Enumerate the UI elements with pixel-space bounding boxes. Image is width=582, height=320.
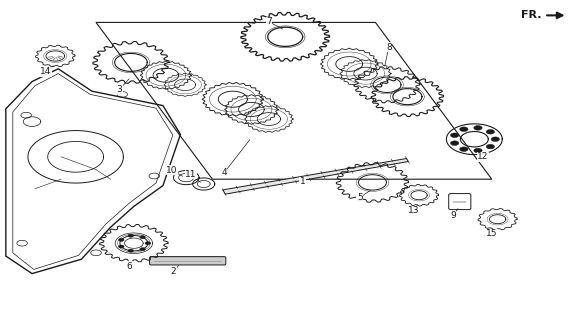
Text: 12: 12 <box>477 152 489 161</box>
Text: 14: 14 <box>40 68 51 76</box>
Text: 4: 4 <box>221 168 227 177</box>
Circle shape <box>486 144 495 149</box>
Circle shape <box>140 236 146 239</box>
Circle shape <box>450 141 459 146</box>
Circle shape <box>460 127 468 132</box>
Text: 5: 5 <box>357 193 363 202</box>
Circle shape <box>145 242 151 245</box>
Circle shape <box>486 130 495 134</box>
Circle shape <box>119 238 124 241</box>
Circle shape <box>140 248 146 251</box>
Text: FR.: FR. <box>521 10 541 20</box>
Circle shape <box>474 125 482 130</box>
Circle shape <box>128 249 133 252</box>
Circle shape <box>450 133 459 138</box>
Circle shape <box>128 234 133 237</box>
Text: 13: 13 <box>407 206 419 215</box>
Text: 9: 9 <box>450 211 456 220</box>
Text: 3: 3 <box>116 85 122 94</box>
Text: 1: 1 <box>300 177 306 186</box>
Circle shape <box>491 137 499 141</box>
Text: 2: 2 <box>171 267 176 276</box>
FancyBboxPatch shape <box>150 257 226 265</box>
Text: 8: 8 <box>386 43 392 52</box>
Text: 15: 15 <box>486 229 498 238</box>
Text: 6: 6 <box>126 262 132 271</box>
Circle shape <box>460 147 468 151</box>
Circle shape <box>119 245 124 248</box>
Text: 10: 10 <box>166 166 178 175</box>
Text: 11: 11 <box>185 170 197 179</box>
Text: 7: 7 <box>266 17 272 26</box>
Circle shape <box>474 148 482 153</box>
Polygon shape <box>223 158 408 194</box>
